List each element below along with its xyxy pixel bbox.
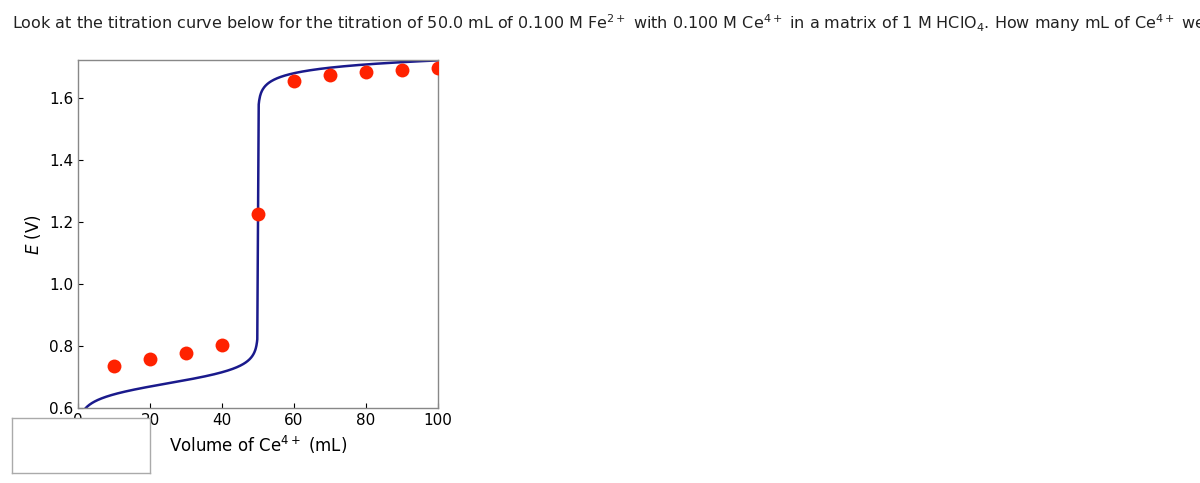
Point [428,64,448,71]
Point [104,362,124,370]
X-axis label: Volume of Ce$^{4+}$ (mL): Volume of Ce$^{4+}$ (mL) [169,434,347,455]
Text: Look at the titration curve below for the titration of 50.0 mL of 0.100 M Fe$^{2: Look at the titration curve below for th… [12,12,1200,34]
Point [176,349,196,357]
Point [356,68,376,76]
Point [212,341,232,349]
Point [248,210,268,218]
Y-axis label: $E$ (V): $E$ (V) [23,214,43,255]
Point [392,66,412,73]
Point [284,77,304,85]
Point [140,355,160,363]
Point [320,71,340,79]
